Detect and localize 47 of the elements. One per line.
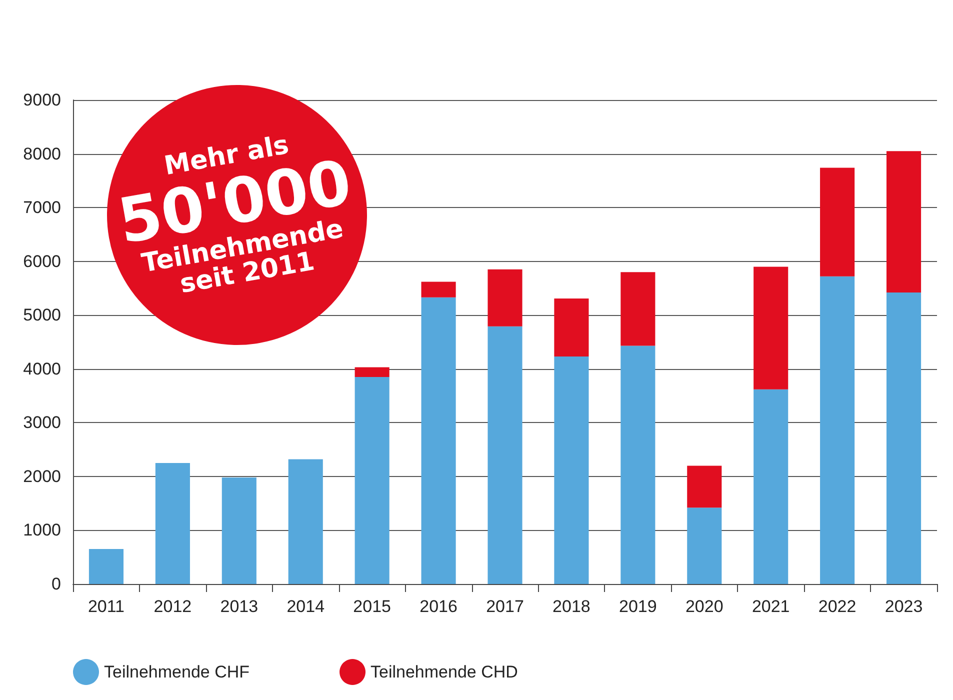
y-tick-label: 8000 (23, 144, 61, 164)
x-tick-label: 2022 (818, 597, 856, 616)
y-tick-label: 5000 (23, 306, 61, 325)
x-tick-label: 2020 (685, 597, 724, 616)
bar (421, 282, 456, 298)
x-tick-label: 2013 (220, 597, 258, 616)
bar (820, 168, 855, 276)
y-tick-label: 6000 (23, 252, 61, 271)
x-tick-label: 2012 (154, 597, 192, 616)
x-tick-label: 2018 (552, 597, 590, 616)
y-tick-label: 3000 (23, 413, 61, 432)
bar (820, 276, 855, 584)
y-tick-label: 2000 (23, 466, 61, 486)
x-tick-label: 2014 (286, 597, 325, 616)
bar (488, 326, 522, 584)
bar (488, 269, 522, 326)
bar (354, 367, 390, 377)
x-tick-label: 2019 (619, 597, 657, 616)
bar (687, 466, 722, 508)
y-tick-label: 4000 (23, 359, 61, 378)
x-tick-label: 2023 (884, 597, 923, 616)
y-tick-label: 1000 (23, 520, 61, 540)
bar (288, 459, 323, 584)
legend-label: Teilnehmende CHF (104, 662, 250, 682)
bar (88, 549, 124, 584)
bar (886, 292, 922, 584)
bar (155, 463, 190, 584)
legend-label: Teilnehmende CHD (370, 662, 518, 682)
bar (554, 298, 589, 357)
bar (421, 297, 456, 584)
bar (554, 356, 589, 584)
bar (754, 266, 788, 390)
bar (620, 346, 656, 584)
x-tick-label: 2011 (88, 597, 125, 616)
y-tick-label: 0 (52, 574, 61, 594)
bar (354, 376, 390, 584)
x-tick-label: 2015 (353, 597, 391, 616)
bar (620, 272, 656, 346)
x-tick-label: 2021 (752, 597, 790, 616)
bar (687, 508, 722, 584)
bar (886, 151, 922, 293)
y-tick-label: 9000 (23, 90, 61, 110)
x-tick-label: 2017 (486, 597, 524, 616)
bar (222, 478, 256, 584)
y-tick-label: 7000 (23, 198, 61, 218)
bar (754, 389, 788, 584)
x-tick-label: 2016 (420, 597, 458, 616)
